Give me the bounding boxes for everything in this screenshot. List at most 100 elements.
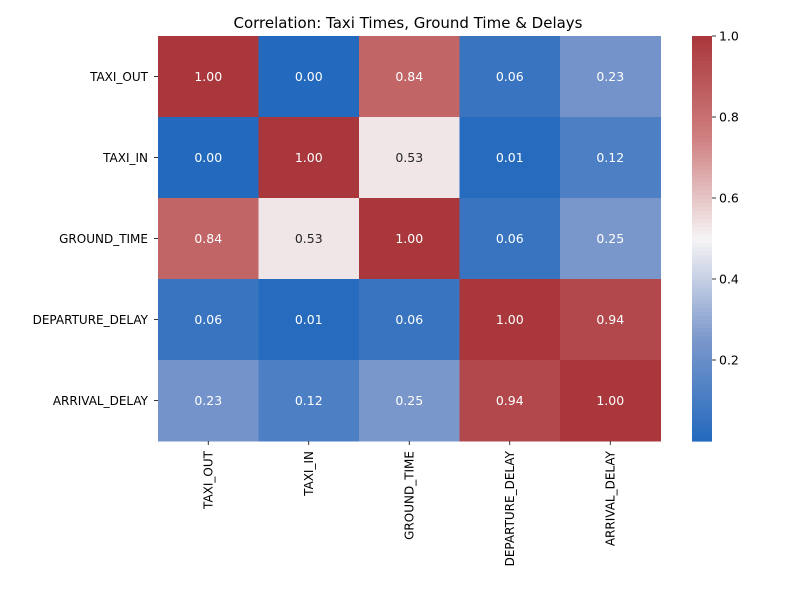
cell-value-label: 1.00 — [395, 231, 423, 246]
chart-title: Correlation: Taxi Times, Ground Time & D… — [234, 14, 583, 32]
cell-value-label: 0.12 — [596, 150, 624, 165]
heatmap-cell — [359, 360, 460, 442]
colorbar-segment — [692, 262, 712, 268]
heatmap-cell — [158, 360, 259, 442]
cell-value-label: 0.00 — [194, 150, 222, 165]
colorbar-segment — [692, 129, 712, 134]
colorbar-segment — [692, 169, 712, 175]
y-axis: TAXI_OUT TAXI_IN GROUND_TIME DEPARTURE_DELA… — [33, 70, 158, 408]
heatmap-cells: 1.00 0.00 0.84 0.06 0.23 0.00 1.00 0.53 0.01 0.12… — [158, 36, 661, 442]
colorbar-segment — [692, 347, 712, 353]
colorbar-segment — [692, 274, 712, 280]
heatmap-cell — [459, 117, 561, 199]
colorbar: 0.2 0.4 0.6 0.8 1.0 — [692, 29, 739, 442]
colorbar-segment — [692, 189, 712, 195]
cell-value-label: 0.12 — [295, 393, 323, 408]
colorbar-segment — [692, 319, 712, 325]
colorbar-segment — [692, 327, 712, 333]
colorbar-segment — [692, 48, 712, 53]
colorbar-segment — [692, 218, 712, 223]
colorbar-tick-label: 0.2 — [719, 353, 739, 368]
colorbar-segment — [692, 161, 712, 167]
colorbar-segment — [692, 181, 712, 187]
colorbar-segment — [692, 210, 712, 215]
heatmap-cell — [158, 36, 259, 118]
colorbar-segment — [692, 149, 712, 155]
heatmap-cell — [359, 279, 460, 361]
colorbar-segment — [692, 339, 712, 345]
colorbar-segment — [692, 56, 712, 61]
colorbar-segment — [692, 432, 712, 438]
colorbar-tick-label: 0.4 — [719, 272, 739, 287]
x-axis: TAXI_OUT TAXI_IN GROUND_TIME DEPARTURE_DELA… — [201, 441, 617, 566]
colorbar-segment — [692, 157, 712, 163]
y-tick-label: ARRIVAL_DELAY — [53, 394, 149, 408]
colorbar-segment — [692, 283, 712, 288]
colorbar-segment — [692, 331, 712, 337]
colorbar-segment — [692, 165, 712, 171]
colorbar-segment — [692, 307, 712, 312]
cell-value-label: 0.06 — [496, 69, 524, 84]
colorbar-segment — [692, 323, 712, 329]
colorbar-segment — [692, 360, 712, 365]
heatmap-cell — [158, 117, 259, 199]
cell-value-label: 1.00 — [295, 150, 323, 165]
colorbar-segment — [692, 108, 712, 114]
colorbar-segment — [692, 295, 712, 300]
cell-value-label: 1.00 — [194, 69, 222, 84]
colorbar-segment — [692, 351, 712, 357]
colorbar-segment — [692, 424, 712, 430]
y-tick-label: TAXI_OUT — [89, 70, 149, 84]
cell-value-label: 0.06 — [395, 312, 423, 327]
cell-value-label: 0.01 — [295, 312, 323, 327]
heatmap-cell — [459, 360, 561, 442]
colorbar-segment — [692, 222, 712, 227]
colorbar-segment — [692, 396, 712, 402]
colorbar-segment — [692, 100, 712, 106]
colorbar-segment — [692, 230, 712, 236]
colorbar-segment — [692, 153, 712, 159]
colorbar-segment — [692, 64, 712, 69]
x-tick-label: DEPARTURE_DELAY — [503, 450, 517, 566]
cell-value-label: 0.23 — [194, 393, 222, 408]
heatmap-cell — [158, 198, 259, 280]
colorbar-segment — [692, 254, 712, 260]
cell-value-label: 0.94 — [596, 312, 624, 327]
colorbar-segment — [692, 173, 712, 179]
colorbar-segment — [692, 368, 712, 373]
colorbar-segment — [692, 238, 712, 244]
colorbar-segment — [692, 436, 712, 442]
heatmap-cell — [560, 360, 661, 442]
colorbar-segment — [692, 214, 712, 219]
y-tick-label: GROUND_TIME — [59, 232, 148, 246]
colorbar-tick-label: 0.6 — [719, 191, 739, 206]
colorbar-segment — [692, 198, 712, 203]
heatmap-cell — [560, 279, 661, 361]
heatmap-cell — [459, 36, 561, 118]
colorbar-segment — [692, 80, 712, 86]
cell-value-label: 0.23 — [596, 69, 624, 84]
cell-value-label: 1.00 — [496, 312, 524, 327]
colorbar-segment — [692, 68, 712, 74]
colorbar-segment — [692, 376, 712, 381]
colorbar-segment — [692, 315, 712, 321]
colorbar-segment — [692, 291, 712, 296]
colorbar-segment — [692, 104, 712, 110]
y-tick-label: TAXI_IN — [102, 151, 148, 165]
cell-value-label: 0.84 — [194, 231, 222, 246]
cell-value-label: 0.01 — [496, 150, 524, 165]
colorbar-segment — [692, 246, 712, 252]
heatmap-cell — [258, 198, 360, 280]
colorbar-segment — [692, 234, 712, 240]
colorbar-segment — [692, 392, 712, 398]
colorbar-segment — [692, 408, 712, 414]
colorbar-segment — [692, 76, 712, 82]
colorbar-segment — [692, 44, 712, 49]
heatmap-cell — [359, 36, 460, 118]
colorbar-segment — [692, 343, 712, 349]
colorbar-segment — [692, 177, 712, 183]
colorbar-segment — [692, 355, 712, 361]
heatmap-cell — [359, 117, 460, 199]
colorbar-segment — [692, 270, 712, 276]
x-tick-label: ARRIVAL_DELAY — [603, 450, 617, 546]
